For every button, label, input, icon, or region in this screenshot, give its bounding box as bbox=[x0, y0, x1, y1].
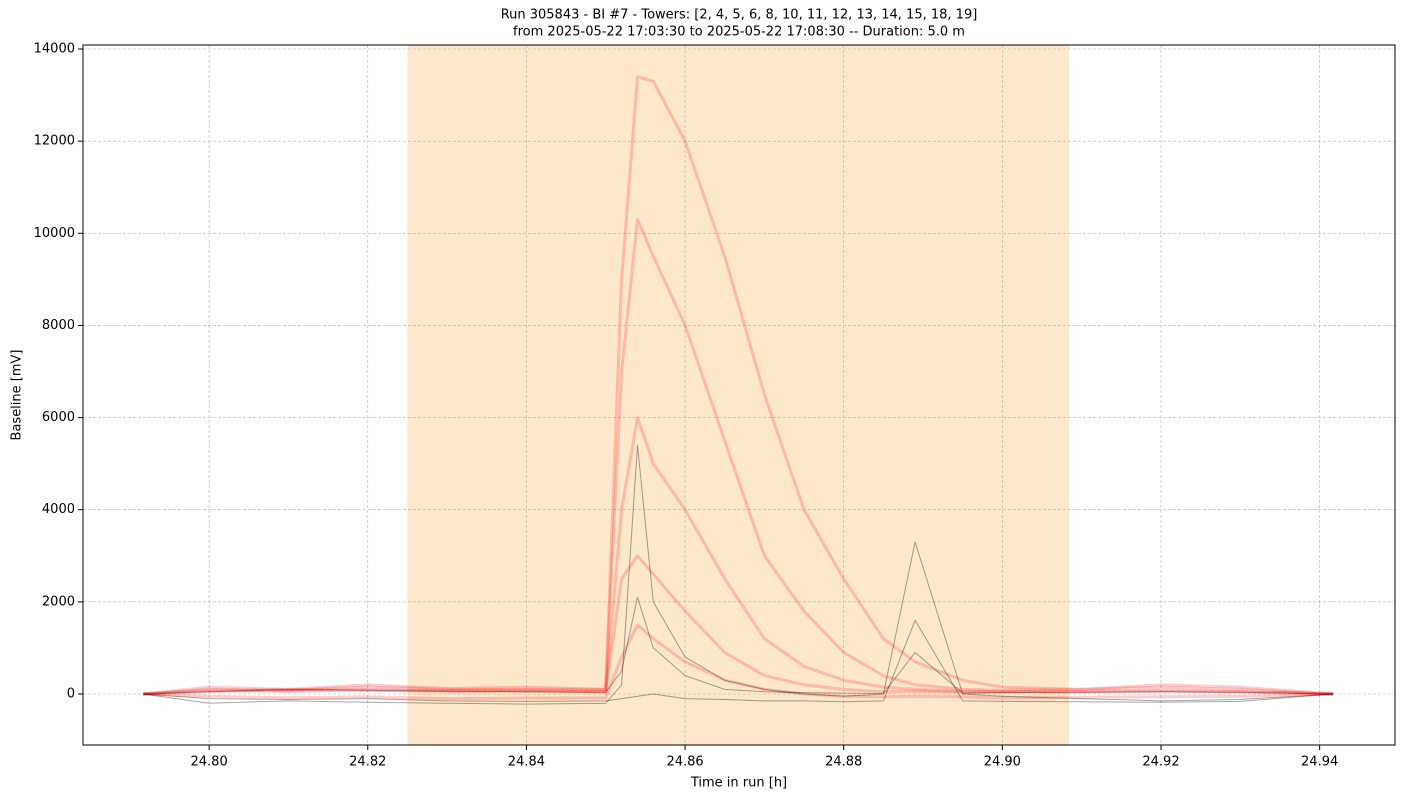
y-tick-label: 4000 bbox=[42, 502, 75, 517]
y-tick-label: 2000 bbox=[42, 594, 75, 609]
x-tick-label: 24.82 bbox=[349, 755, 386, 770]
x-tick-label: 24.80 bbox=[191, 755, 228, 770]
data-line bbox=[143, 75, 1334, 696]
data-line bbox=[143, 623, 1334, 701]
data-line bbox=[143, 554, 1334, 696]
y-tick-label: 0 bbox=[67, 686, 75, 701]
x-tick-label: 24.92 bbox=[1142, 755, 1179, 770]
x-tick-label: 24.90 bbox=[984, 755, 1021, 770]
highlight-span bbox=[407, 45, 1069, 745]
chart-title: Run 305843 - BI #7 - Towers: [2, 4, 5, 6… bbox=[501, 8, 978, 23]
data-line bbox=[143, 218, 1334, 696]
y-tick-label: 10000 bbox=[34, 226, 75, 241]
plot-frame bbox=[82, 44, 1396, 746]
x-tick-label: 24.86 bbox=[666, 755, 703, 770]
y-tick-label: 6000 bbox=[42, 410, 75, 425]
y-tick-label: 8000 bbox=[42, 318, 75, 333]
y-axis-label: Baseline [mV] bbox=[10, 350, 25, 441]
x-tick-label: 24.88 bbox=[825, 755, 862, 770]
data-line bbox=[143, 596, 1334, 695]
x-axis-label: Time in run [h] bbox=[690, 776, 787, 791]
y-tick-label: 12000 bbox=[34, 134, 75, 149]
y-tick-label: 14000 bbox=[34, 42, 75, 57]
chart-subtitle: from 2025-05-22 17:03:30 to 2025-05-22 1… bbox=[513, 25, 965, 40]
x-tick-label: 24.94 bbox=[1301, 755, 1338, 770]
data-line bbox=[143, 444, 1334, 705]
x-tick-label: 24.84 bbox=[508, 755, 545, 770]
data-line bbox=[143, 416, 1334, 696]
data-line bbox=[143, 619, 1334, 703]
